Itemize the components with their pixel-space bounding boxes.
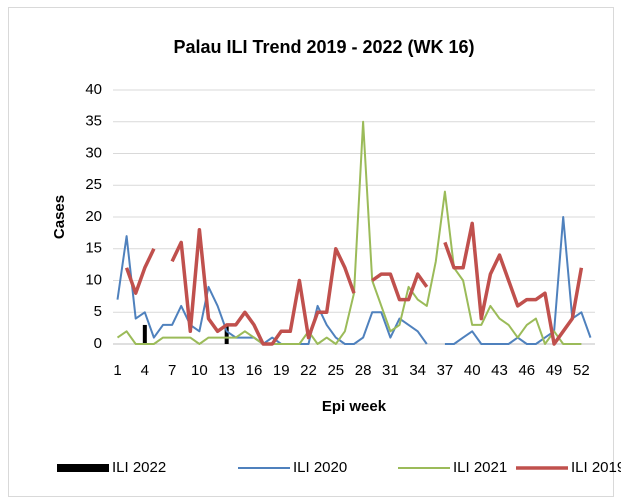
y-tick-label: 35 (85, 113, 102, 130)
legend-label: ILI 2022 (112, 459, 166, 476)
y-tick-label: 10 (85, 271, 102, 288)
x-tick-label: 19 (273, 362, 290, 379)
x-tick-label: 22 (300, 362, 317, 379)
bar (224, 324, 229, 344)
series-line (124, 221, 584, 346)
x-tick-label: 52 (573, 362, 590, 379)
y-tick-label: 5 (94, 303, 102, 320)
x-tick-label: 16 (246, 362, 263, 379)
x-tick-label: 46 (518, 362, 535, 379)
x-tick-label: 7 (168, 362, 176, 379)
y-tick-label: 20 (85, 208, 102, 225)
chart-border (8, 7, 614, 497)
y-tick-label: 40 (85, 81, 102, 98)
x-tick-label: 28 (355, 362, 372, 379)
x-tick-label: 1 (113, 362, 121, 379)
legend-label: ILI 2021 (453, 459, 507, 476)
x-axis-label: Epi week (322, 398, 387, 415)
x-tick-label: 13 (218, 362, 235, 379)
legend-label: ILI 2020 (293, 459, 347, 476)
y-tick-label: 0 (94, 335, 102, 352)
x-tick-label: 43 (491, 362, 508, 379)
series-line (116, 120, 582, 345)
x-tick-label: 31 (382, 362, 399, 379)
x-tick-label: 49 (546, 362, 563, 379)
bar (142, 324, 147, 344)
x-tick-label: 34 (409, 362, 426, 379)
chart-title: Palau ILI Trend 2019 - 2022 (WK 16) (173, 37, 474, 57)
x-tick-label: 4 (141, 362, 149, 379)
y-tick-label: 30 (85, 144, 102, 161)
x-tick-label: 37 (437, 362, 454, 379)
y-axis-label: Cases (51, 195, 68, 239)
x-tick-label: 10 (191, 362, 208, 379)
y-tick-label: 15 (85, 240, 102, 257)
y-tick-label: 25 (85, 176, 102, 193)
x-tick-label: 25 (327, 362, 344, 379)
legend-label: ILI 2019 (571, 459, 621, 476)
x-tick-label: 40 (464, 362, 481, 379)
